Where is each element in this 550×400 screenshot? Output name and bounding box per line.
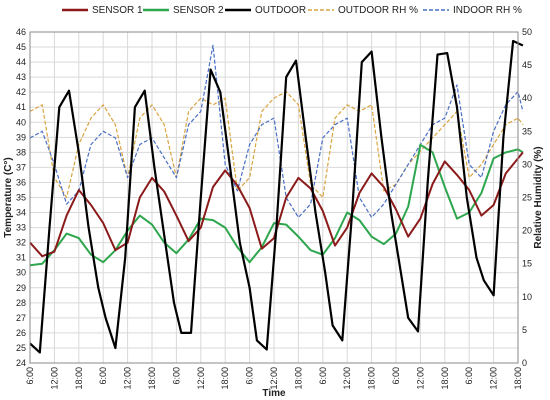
x-tick-label: 6:00 [245,367,255,385]
left-axis-ticks: 24 25 26 27 28 29 30 31 32 33 34 35 36 37 38 39 40 41 42 43… [16,27,26,368]
y-left-tick-label: 44 [16,57,26,67]
x-tick-label: 18:00 [147,367,157,390]
x-tick-label: 6:00 [464,367,474,385]
plot-area-frame [29,31,519,364]
y-right-tick-label: 0 [522,358,527,368]
x-axis-ticks: 6:00 12:00 18:00 6:00 12:00 18:00 6:00 12:00 18:… [25,367,523,390]
y-left-tick-label: 26 [16,328,26,338]
x-tick-label: 6:00 [25,367,35,385]
y-left-tick-label: 34 [16,208,26,218]
y-right-tick-label: 35 [522,126,532,136]
y-right-tick-label: 10 [522,292,532,302]
x-tick-label: 12:00 [49,367,59,390]
y-right-tick-label: 5 [522,325,527,335]
y-left-tick-label: 29 [16,283,26,293]
x-tick-label: 18:00 [367,367,377,390]
legend-label-outdoor-rh: OUTDOOR RH % [338,5,418,16]
y-right-axis-title: Relative Humidity (%) [533,146,544,248]
y-left-tick-label: 43 [16,72,26,82]
x-tick-label: 12:00 [123,367,133,390]
series-line-indoor-rh [29,44,524,218]
y-left-tick-label: 28 [16,298,26,308]
y-right-tick-label: 50 [522,27,532,37]
y-left-tick-label: 38 [16,147,26,157]
legend-item-sensor-1: SENSOR 1 [62,5,143,16]
x-tick-label: 12:00 [269,367,279,390]
y-right-tick-label: 15 [522,259,532,269]
legend-label-sensor-1: SENSOR 1 [92,5,143,16]
y-left-axis-title: Temperature (C°) [3,157,14,238]
y-left-tick-label: 42 [16,87,26,97]
x-tick-label: 12:00 [196,367,206,390]
legend-item-indoor-rh: INDOOR RH % [423,5,522,16]
series-line-sensor-1 [29,151,524,258]
series-lines [29,39,524,354]
legend-label-indoor-rh: INDOOR RH % [453,5,522,16]
x-tick-label: 12:00 [415,367,425,390]
legend-item-outdoor: OUTDOOR [225,5,306,16]
x-tick-label: 18:00 [293,367,303,390]
y-right-tick-label: 20 [522,226,532,236]
y-right-tick-label: 40 [522,93,532,103]
y-left-tick-label: 25 [16,343,26,353]
y-right-tick-label: 25 [522,193,532,203]
y-left-tick-label: 24 [16,358,26,368]
x-tick-label: 12:00 [489,367,499,390]
legend: SENSOR 1 SENSOR 2 OUTDOOR OUTDOOR RH % I… [62,5,522,16]
y-left-tick-label: 39 [16,132,26,142]
y-left-tick-label: 36 [16,177,26,187]
y-left-tick-label: 46 [16,27,26,37]
series-line-sensor-2 [29,143,524,267]
right-axis-ticks: 0 5 10 15 20 25 30 35 40 45 50 [522,27,532,368]
x-tick-label: 12:00 [342,367,352,390]
x-tick-label: 18:00 [513,367,523,390]
x-tick-label: 6:00 [171,367,181,385]
x-tick-label: 6:00 [391,367,401,385]
legend-label-outdoor: OUTDOOR [255,5,306,16]
series-line-outdoor [29,39,524,354]
gridlines [29,31,519,364]
x-tick-label: 18:00 [220,367,230,390]
y-left-tick-label: 31 [16,253,26,263]
y-left-tick-label: 40 [16,117,26,127]
y-right-tick-label: 30 [522,159,532,169]
y-left-tick-label: 35 [16,193,26,203]
x-tick-label: 18:00 [74,367,84,390]
legend-label-sensor-2: SENSOR 2 [173,5,224,16]
x-tick-label: 6:00 [98,367,108,385]
x-tick-label: 18:00 [440,367,450,390]
y-left-tick-label: 41 [16,102,26,112]
legend-item-sensor-2: SENSOR 2 [143,5,224,16]
x-tick-label: 6:00 [318,367,328,385]
y-left-tick-label: 32 [16,238,26,248]
y-right-tick-label: 45 [522,60,532,70]
legend-item-outdoor-rh: OUTDOOR RH % [308,5,418,16]
x-axis-title: Time [262,388,286,399]
y-left-tick-label: 37 [16,162,26,172]
series-line-outdoor-rh [29,91,524,199]
y-left-tick-label: 45 [16,42,26,52]
y-left-tick-label: 30 [16,268,26,278]
y-left-tick-label: 27 [16,313,26,323]
y-left-tick-label: 33 [16,223,26,233]
